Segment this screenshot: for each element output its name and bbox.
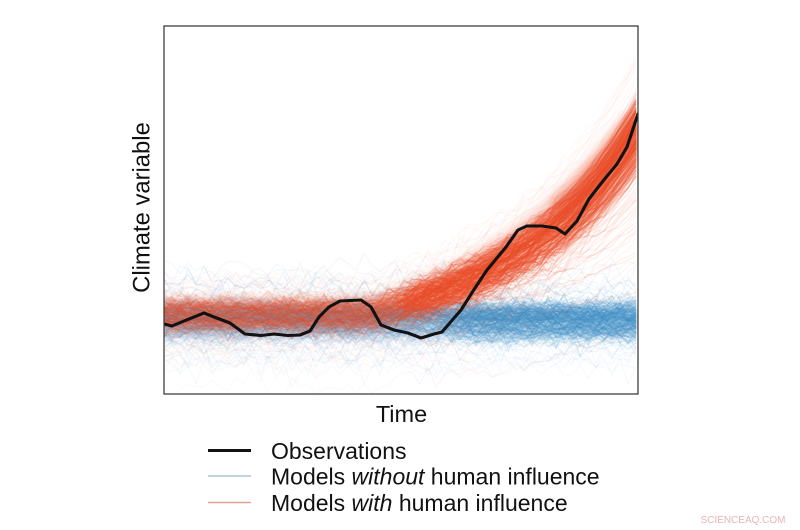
svg-text:Models without human influence: Models without human influence <box>271 464 600 490</box>
svg-text:Climate variable: Climate variable <box>129 122 156 293</box>
svg-text:Time: Time <box>376 401 427 427</box>
svg-text:SCIENCEAQ.COM: SCIENCEAQ.COM <box>700 515 785 526</box>
svg-text:Observations: Observations <box>271 438 407 464</box>
svg-text:Models with human influence: Models with human influence <box>271 490 568 516</box>
